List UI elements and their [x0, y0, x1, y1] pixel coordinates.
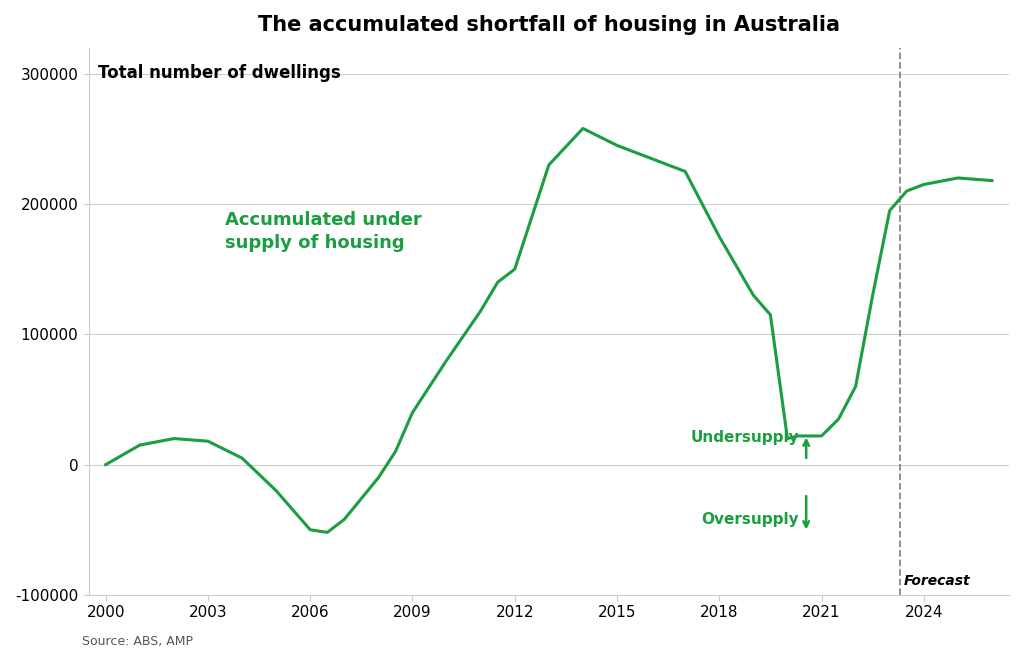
- Text: Source: ABS, AMP: Source: ABS, AMP: [82, 635, 193, 648]
- Text: Oversupply: Oversupply: [701, 512, 800, 527]
- Title: The accumulated shortfall of housing in Australia: The accumulated shortfall of housing in …: [258, 15, 840, 35]
- Text: Total number of dwellings: Total number of dwellings: [98, 64, 341, 82]
- Text: Undersupply: Undersupply: [691, 430, 800, 445]
- Text: Accumulated under
supply of housing: Accumulated under supply of housing: [225, 210, 422, 252]
- Text: Forecast: Forecast: [903, 574, 970, 588]
